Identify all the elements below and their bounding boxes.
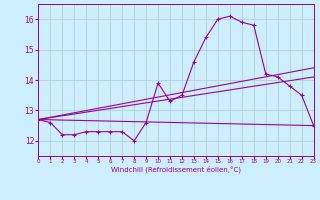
X-axis label: Windchill (Refroidissement éolien,°C): Windchill (Refroidissement éolien,°C) [111, 166, 241, 173]
